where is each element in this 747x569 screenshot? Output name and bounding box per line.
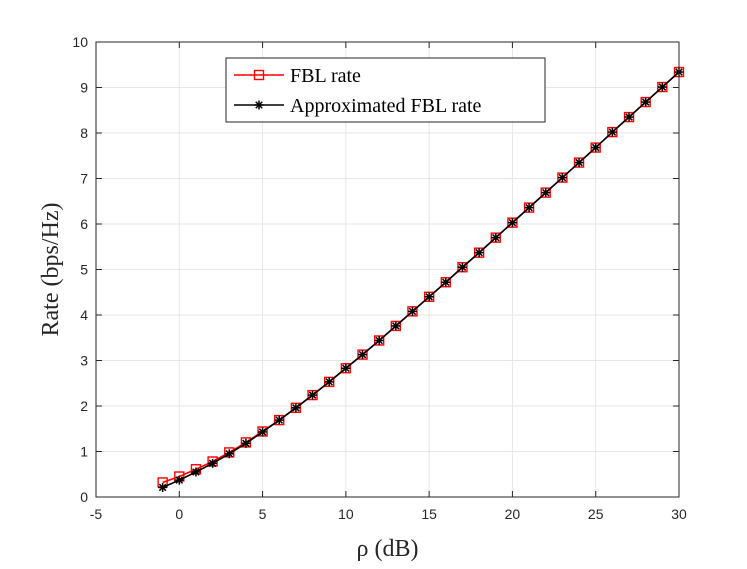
- x-tick-label: 30: [671, 506, 687, 522]
- y-axis-label: Rate (bps/Hz): [38, 203, 64, 337]
- series-2: [158, 67, 684, 492]
- legend-box: [225, 57, 546, 123]
- data-point-asterisk: [524, 203, 534, 213]
- x-tick-label: 15: [421, 506, 437, 522]
- y-tick-label: 4: [80, 307, 88, 323]
- y-tick-label: 9: [80, 80, 88, 96]
- plot-area: [157, 66, 685, 492]
- data-point-asterisk: [341, 363, 351, 373]
- data-point-asterisk: [624, 112, 634, 122]
- data-point-asterisk: [491, 233, 501, 243]
- data-point-asterisk: [474, 248, 484, 258]
- y-tick-label: 7: [80, 171, 88, 187]
- x-tick-label: 5: [259, 506, 267, 522]
- data-point-asterisk: [191, 467, 201, 477]
- data-point-asterisk: [358, 350, 368, 360]
- legend: FBL rate Approximated FBL rate: [225, 57, 546, 123]
- data-point-asterisk: [308, 390, 318, 400]
- data-point-square: [253, 69, 265, 81]
- data-point-asterisk: [291, 403, 301, 413]
- legend-label: FBL rate: [290, 65, 361, 87]
- data-point-asterisk: [407, 306, 417, 316]
- data-point-asterisk: [441, 277, 451, 287]
- data-point-asterisk: [574, 158, 584, 168]
- data-point-asterisk: [591, 143, 601, 153]
- data-point-asterisk: [557, 173, 567, 183]
- data-point-asterisk: [391, 321, 401, 331]
- y-tick-label: 1: [80, 444, 88, 460]
- data-point-asterisk: [457, 262, 467, 272]
- y-tick-label: 2: [80, 398, 88, 414]
- data-point-asterisk: [274, 415, 284, 425]
- series-line: [162, 71, 680, 484]
- y-tick-label: 5: [80, 262, 88, 278]
- legend-entry: FBL rate: [234, 65, 361, 87]
- data-point-asterisk: [241, 438, 251, 448]
- data-point-asterisk: [324, 377, 334, 387]
- x-tick-label: 0: [175, 506, 183, 522]
- data-point-asterisk: [374, 335, 384, 345]
- y-tick-label: 0: [80, 489, 88, 505]
- legend-label: Approximated FBL rate: [290, 95, 482, 117]
- y-tick-label: 8: [80, 125, 88, 141]
- x-tick-label: -5: [90, 506, 103, 522]
- x-axis-label: ρ (dB): [357, 536, 419, 562]
- data-point-asterisk: [174, 475, 184, 485]
- x-tick-label: 25: [588, 506, 604, 522]
- data-point-asterisk: [208, 458, 218, 468]
- series-1: [157, 66, 685, 488]
- data-point-asterisk: [541, 188, 551, 198]
- data-point-asterisk: [424, 292, 434, 302]
- x-tick-label: 10: [338, 506, 354, 522]
- data-point-asterisk: [254, 100, 264, 110]
- legend-entry: Approximated FBL rate: [234, 95, 482, 117]
- data-point-asterisk: [657, 82, 667, 92]
- data-point-asterisk: [607, 127, 617, 137]
- data-point-asterisk: [224, 449, 234, 459]
- y-tick-label: 3: [80, 353, 88, 369]
- data-point-asterisk: [641, 97, 651, 107]
- data-point-asterisk: [507, 218, 517, 228]
- series-line: [162, 71, 680, 489]
- y-tick-label: 6: [80, 216, 88, 232]
- data-point-asterisk: [158, 482, 168, 492]
- data-point-asterisk: [258, 427, 268, 437]
- y-tick-label: 10: [72, 34, 88, 50]
- x-tick-label: 20: [505, 506, 521, 522]
